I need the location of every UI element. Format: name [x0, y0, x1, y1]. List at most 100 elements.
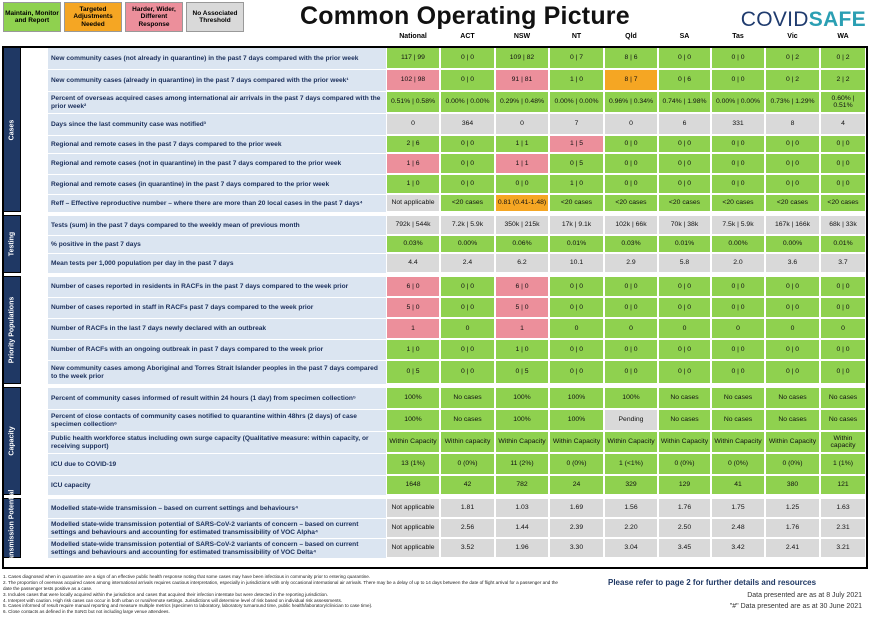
row-label: New community cases (already in quaranti…: [48, 69, 386, 91]
row-label: Number of cases reported in residents in…: [48, 276, 386, 297]
data-cell: 0.00% | 0.00%: [549, 91, 604, 113]
row-label: ICU capacity: [48, 475, 386, 495]
data-cell: 3.30: [549, 538, 604, 558]
data-cell: 0: [549, 318, 604, 339]
row-label: Number of cases reported in staff in RAC…: [48, 297, 386, 318]
data-cell: 100%: [549, 409, 604, 431]
data-cell: 0 | 0: [765, 339, 820, 360]
data-cell: 117 | 99: [386, 47, 440, 69]
row-label: Regional and remote cases (not in quaran…: [48, 153, 386, 174]
data-cell: 1 (1%): [820, 453, 866, 475]
data-cell: 0 | 0: [765, 174, 820, 194]
section-label-text: Capacity: [8, 426, 15, 456]
data-cell: 5.8: [658, 253, 711, 273]
data-cell: 0.74% | 1.98%: [658, 91, 711, 113]
data-cell: 0 | 0: [820, 339, 866, 360]
data-cell: 0: [820, 318, 866, 339]
data-cell: 1 | 0: [549, 69, 604, 91]
data-cell: No cases: [711, 409, 765, 431]
data-cell: Within Capacity: [604, 431, 658, 453]
data-cell: No cases: [765, 409, 820, 431]
data-cell: 0.00%: [440, 235, 495, 253]
column-header: SA: [679, 33, 690, 40]
data-cell: No cases: [765, 387, 820, 409]
data-cell: 1 | 0: [386, 339, 440, 360]
row-label: Percent of community cases informed of r…: [48, 387, 386, 409]
column-header: NT: [571, 33, 582, 40]
data-cell: 100%: [549, 387, 604, 409]
data-as-at-note-secondary: "#" Data presented are as at 30 June 202…: [729, 603, 862, 610]
column-header: Qld: [625, 33, 637, 40]
data-cell: Within Capacity: [711, 431, 765, 453]
data-cell: 1.69: [549, 498, 604, 518]
covidsafe-logo: COVIDSAFE: [740, 8, 866, 31]
data-cell: 7.2k | 5.9k: [440, 215, 495, 235]
data-cell: 4.4: [386, 253, 440, 273]
data-cell: 70k | 38k: [658, 215, 711, 235]
data-cell: 7: [549, 113, 604, 135]
data-cell: No cases: [440, 409, 495, 431]
data-cell: 0 | 0: [440, 153, 495, 174]
data-cell: 0 | 0: [440, 276, 495, 297]
data-cell: 0 | 0: [658, 276, 711, 297]
data-cell: 0: [711, 318, 765, 339]
data-cell: 1 | 5: [549, 135, 604, 153]
data-cell: 0: [440, 318, 495, 339]
data-cell: 0 | 0: [549, 360, 604, 384]
data-cell: 6 | 0: [386, 276, 440, 297]
data-cell: 1 | 1: [495, 153, 549, 174]
row-label: Modelled state-wide transmission – based…: [48, 498, 386, 518]
footnote: 5. Cases informed of result require manu…: [3, 603, 373, 609]
data-cell: 1648: [386, 475, 440, 495]
data-cell: 0.06%: [495, 235, 549, 253]
section-label-text: Transmission Potential: [8, 489, 15, 567]
data-cell: 3.6: [765, 253, 820, 273]
data-cell: 2.56: [440, 518, 495, 538]
data-cell: 380: [765, 475, 820, 495]
data-cell: 3.7: [820, 253, 866, 273]
data-cell: 0 | 0: [658, 135, 711, 153]
data-cell: No cases: [658, 409, 711, 431]
data-cell: 0 | 0: [711, 360, 765, 384]
row-label: Reff – Effective reproductive number – w…: [48, 194, 386, 212]
data-cell: <20 cases: [658, 194, 711, 212]
data-cell: 0: [495, 113, 549, 135]
data-cell: Within Capacity: [386, 431, 440, 453]
data-cell: 0: [386, 113, 440, 135]
data-cell: No cases: [440, 387, 495, 409]
data-cell: 350k | 215k: [495, 215, 549, 235]
column-header: WA: [837, 33, 849, 40]
data-cell: 0.60% | 0.51%: [820, 91, 866, 113]
data-cell: 0.29% | 0.48%: [495, 91, 549, 113]
data-cell: 329: [604, 475, 658, 495]
data-cell: 41: [711, 475, 765, 495]
data-cell: 109 | 82: [495, 47, 549, 69]
data-cell: 1 (<1%): [604, 453, 658, 475]
refer-text: Please refer to page 2 for further detai…: [608, 578, 817, 587]
data-cell: 2.39: [549, 518, 604, 538]
data-cell: <20 cases: [604, 194, 658, 212]
data-cell: 782: [495, 475, 549, 495]
data-cell: 0 | 0: [711, 174, 765, 194]
data-cell: 0 (0%): [440, 453, 495, 475]
data-cell: 0 | 0: [604, 135, 658, 153]
row-label: ICU due to COVID-19: [48, 453, 386, 475]
data-cell: Within Capacity: [549, 431, 604, 453]
data-cell: 331: [711, 113, 765, 135]
data-cell: 1 | 0: [549, 174, 604, 194]
data-cell: 68k | 33k: [820, 215, 866, 235]
data-cell: 0 | 0: [604, 174, 658, 194]
data-cell: 0 | 0: [711, 69, 765, 91]
data-cell: 0.01%: [658, 235, 711, 253]
data-cell: 0 | 0: [549, 297, 604, 318]
data-cell: 2.41: [765, 538, 820, 558]
data-cell: 364: [440, 113, 495, 135]
row-label: % positive in the past 7 days: [48, 235, 386, 253]
data-cell: 0 | 0: [549, 339, 604, 360]
data-cell: <20 cases: [549, 194, 604, 212]
data-cell: 102k | 66k: [604, 215, 658, 235]
data-cell: 100%: [495, 387, 549, 409]
data-cell: 0 | 0: [765, 360, 820, 384]
data-cell: Within capacity: [440, 431, 495, 453]
data-cell: 0 (0%): [765, 453, 820, 475]
